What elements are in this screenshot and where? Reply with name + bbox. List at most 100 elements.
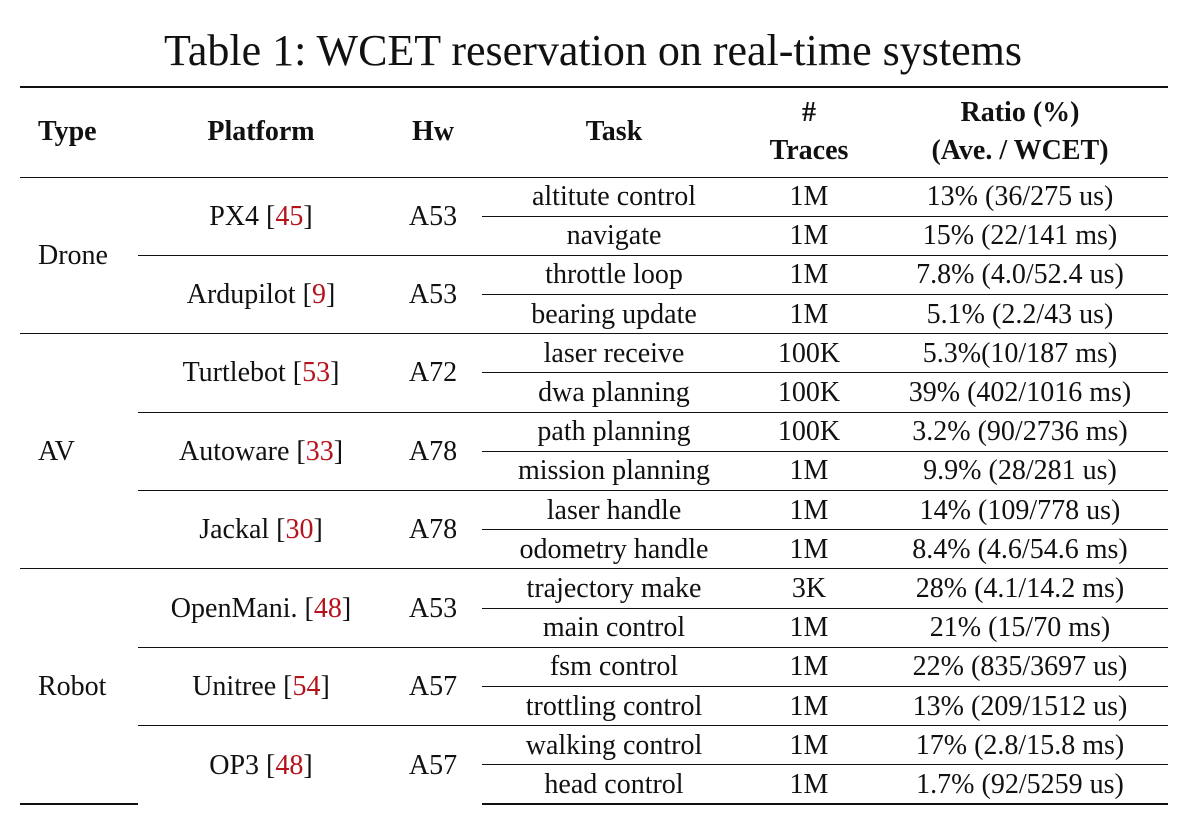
platform-name: Unitree [	[192, 670, 293, 702]
cell-ratio: 14% (109/778 us)	[872, 489, 1168, 530]
table-row: bearing update 1M 5.1% (2.2/43 us)	[20, 294, 1168, 334]
cell-task: mission planning	[482, 450, 746, 491]
cell-ratio: 17% (2.8/15.8 ms)	[872, 725, 1168, 765]
cell-task: odometry handle	[482, 529, 746, 569]
cell-traces: 1M	[746, 254, 872, 295]
cell-task: navigate	[482, 215, 746, 256]
table-row: AV Turtlebot [53] A72 laser receive 100K 5.3%…	[20, 333, 1168, 569]
platform-name: Turtlebot [	[182, 357, 303, 389]
cell-platform: Unitree [54]	[138, 646, 384, 726]
cell-task: head control	[482, 764, 746, 806]
cell-traces: 100K	[746, 333, 872, 373]
header-ratio-line1: Ratio (%)	[960, 97, 1080, 129]
header-hw: Hw	[384, 86, 482, 178]
cell-type: Drone	[20, 176, 138, 334]
cell-hw: A53	[384, 254, 482, 334]
cell-type: AV	[20, 333, 138, 569]
cell-task: path planning	[482, 411, 746, 452]
cell-ratio: 5.3%(10/187 ms)	[872, 333, 1168, 373]
header-ratio-line2: (Ave. / WCET)	[931, 135, 1109, 167]
header-traces-line2: Traces	[769, 135, 849, 167]
cell-ratio: 15% (22/141 ms)	[872, 215, 1168, 256]
citation-link[interactable]: 45	[275, 200, 304, 232]
platform-name: Jackal [	[199, 514, 286, 546]
cell-ratio: 13% (209/1512 us)	[872, 685, 1168, 726]
cell-traces: 1M	[746, 646, 872, 687]
platform-bracket-close: ]	[303, 749, 313, 781]
cell-traces: 100K	[746, 411, 872, 452]
table-row: head control 1M 1.7% (92/5259 us)	[20, 764, 1168, 806]
cell-hw: A57	[384, 646, 482, 726]
platform-bracket-close: ]	[320, 670, 330, 702]
citation-link[interactable]: 54	[292, 670, 321, 702]
cell-hw: A53	[384, 568, 482, 648]
cell-traces: 100K	[746, 372, 872, 413]
platform-name: Autoware [	[178, 435, 306, 467]
cell-platform: OpenMani. [48]	[138, 568, 384, 648]
platform-bracket-close: ]	[325, 279, 336, 311]
citation-link[interactable]: 30	[285, 514, 314, 546]
cell-ratio: 8.4% (4.6/54.6 ms)	[872, 529, 1168, 569]
cell-task: dwa planning	[482, 372, 746, 413]
cell-traces: 1M	[746, 529, 872, 569]
citation-link[interactable]: 48	[313, 592, 342, 624]
header-traces-line1: #	[802, 97, 816, 129]
cell-task: throttle loop	[482, 254, 746, 295]
platform-bracket-close: ]	[313, 514, 323, 546]
platform-bracket-close: ]	[341, 592, 352, 624]
cell-platform: Ardupilot [9]	[138, 254, 384, 334]
cell-task: trajectory make	[482, 568, 746, 609]
citation-link[interactable]: 33	[305, 435, 334, 467]
cell-ratio: 9.9% (28/281 us)	[872, 450, 1168, 491]
cell-task: main control	[482, 607, 746, 648]
header-traces: # Traces	[746, 86, 872, 178]
table-row: dwa planning 100K 39% (402/1016 ms)	[20, 372, 1168, 413]
table-row: mission planning 1M 9.9% (28/281 us)	[20, 450, 1168, 491]
table-row: Robot OpenMani. [48] A53 trajectory make 3K 2…	[20, 568, 1168, 806]
cell-task: bearing update	[482, 294, 746, 334]
cell-task: fsm control	[482, 646, 746, 687]
cell-traces: 1M	[746, 294, 872, 334]
header-task: Task	[482, 86, 746, 178]
header-row: Type Platform Hw Task # Traces Ratio (%)…	[20, 86, 1168, 178]
cell-hw: A72	[384, 333, 482, 413]
table-row: Autoware [33] A78 path planning 100K 3.2% (9…	[20, 411, 1168, 491]
cell-ratio: 7.8% (4.0/52.4 us)	[872, 254, 1168, 295]
cell-traces: 1M	[746, 450, 872, 491]
cell-ratio: 28% (4.1/14.2 ms)	[872, 568, 1168, 609]
cell-traces: 1M	[746, 489, 872, 530]
platform-name: PX4 [	[209, 200, 276, 232]
cell-ratio: 3.2% (90/2736 ms)	[872, 411, 1168, 452]
cell-platform: Jackal [30]	[138, 489, 384, 569]
cell-traces: 1M	[746, 215, 872, 256]
cell-ratio: 13% (36/275 us)	[872, 176, 1168, 217]
cell-hw: A78	[384, 489, 482, 569]
cell-type: Robot	[20, 568, 138, 806]
citation-link[interactable]: 9	[311, 279, 326, 311]
cell-task: altitute control	[482, 176, 746, 217]
platform-name: OpenMani. [	[170, 592, 314, 624]
cell-task: walking control	[482, 725, 746, 765]
platform-name: Ardupilot [	[186, 279, 312, 311]
table-caption: Table 1: WCET reservation on real-time s…	[164, 26, 1022, 75]
cell-ratio: 39% (402/1016 ms)	[872, 372, 1168, 413]
cell-traces: 1M	[746, 764, 872, 806]
wcet-table: Type Platform Hw Task # Traces Ratio (%)…	[20, 86, 1168, 806]
citation-link[interactable]: 53	[302, 357, 331, 389]
cell-traces: 1M	[746, 685, 872, 726]
header-type: Type	[20, 86, 138, 178]
header-ratio: Ratio (%) (Ave. / WCET)	[872, 86, 1168, 178]
cell-task: trottling control	[482, 685, 746, 726]
cell-hw: A78	[384, 411, 482, 491]
cell-ratio: 1.7% (92/5259 us)	[872, 764, 1168, 806]
cell-traces: 3K	[746, 568, 872, 609]
table-row: Drone PX4 [45] A53 altitute control 1M 13% (3…	[20, 176, 1168, 334]
table-row: OP3 [48] A57 walking control 1M 17% (2.8/15.…	[20, 725, 1168, 804]
table-row: Jackal [30] A78 laser handle 1M 14% (109/778…	[20, 489, 1168, 569]
table-header: Type Platform Hw Task # Traces Ratio (%)…	[20, 86, 1168, 178]
platform-bracket-close: ]	[303, 200, 313, 232]
cell-ratio: 21% (15/70 ms)	[872, 607, 1168, 648]
cell-platform: PX4 [45]	[138, 176, 384, 256]
table-row: odometry handle 1M 8.4% (4.6/54.6 ms)	[20, 529, 1168, 569]
citation-link[interactable]: 48	[275, 749, 304, 781]
